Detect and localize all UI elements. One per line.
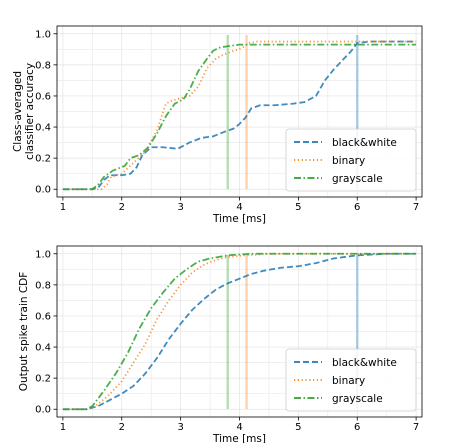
y-tick-label: 0.0 (35, 185, 51, 196)
x-tick-label: 5 (295, 202, 301, 213)
x-tick-label: 3 (177, 202, 183, 213)
legend: black&white binary grayscale (285, 348, 417, 412)
legend-label: grayscale (332, 173, 383, 185)
x-tick-label: 7 (413, 422, 419, 433)
x-tick-label: 4 (236, 202, 242, 213)
y-tick-label: 0.4 (35, 123, 51, 134)
y-tick-label: 0.8 (35, 60, 51, 71)
x-tick-label: 6 (354, 422, 360, 433)
y-tick-label: 0.0 (35, 405, 51, 416)
legend-box (285, 128, 417, 192)
y-tick-label: 0.8 (35, 280, 51, 291)
top-accuracy-plot: 1 2 3 4 5 6 7 0.0 0.2 0.4 0.6 0.8 1.0 Time [ms] Class-… (12, 25, 423, 225)
x-tick-label: 6 (354, 202, 360, 213)
x-tick-label: 7 (413, 202, 419, 213)
y-tick-label: 0.4 (35, 343, 51, 354)
legend-label: grayscale (332, 393, 383, 405)
y-tick-label: 0.2 (35, 374, 51, 385)
x-tick-label: 4 (236, 422, 242, 433)
x-tick-label: 3 (177, 422, 183, 433)
y-axis-label: classifier accuracy (24, 63, 36, 160)
x-tick-label: 2 (119, 422, 125, 433)
x-tick-label: 1 (60, 422, 66, 433)
y-tick-label: 0.2 (35, 154, 51, 165)
legend-box (285, 348, 417, 412)
x-tick-label: 5 (295, 422, 301, 433)
legend: black&white binary grayscale (285, 128, 417, 192)
legend-label: binary (332, 375, 365, 387)
legend-label: black&white (332, 137, 397, 149)
legend-label: black&white (332, 357, 397, 369)
series-line-binary (62, 252, 417, 411)
y-tick-label: 1.0 (35, 249, 51, 260)
series-line-blackwhite (62, 40, 417, 191)
series-line-grayscale (62, 43, 417, 191)
x-tick-label: 2 (119, 202, 125, 213)
y-tick-label: 0.6 (35, 91, 51, 102)
series-line-grayscale (62, 252, 417, 411)
x-tick-label: 1 (60, 202, 66, 213)
bottom-cdf-plot: 1 2 3 4 5 6 7 0.0 0.2 0.4 0.6 0.8 1.0 Time [ms] Output… (18, 245, 423, 443)
y-axis-label: Output spike train CDF (18, 272, 30, 392)
y-tick-label: 1.0 (35, 29, 51, 40)
x-axis-label: Time [ms] (212, 433, 266, 443)
y-tick-label: 0.6 (35, 311, 51, 322)
series-line-blackwhite (62, 252, 417, 411)
x-axis-label: Time [ms] (212, 213, 266, 225)
series-line-binary (62, 40, 417, 191)
legend-label: binary (332, 155, 365, 167)
y-axis-label: Class-averaged (12, 71, 24, 152)
